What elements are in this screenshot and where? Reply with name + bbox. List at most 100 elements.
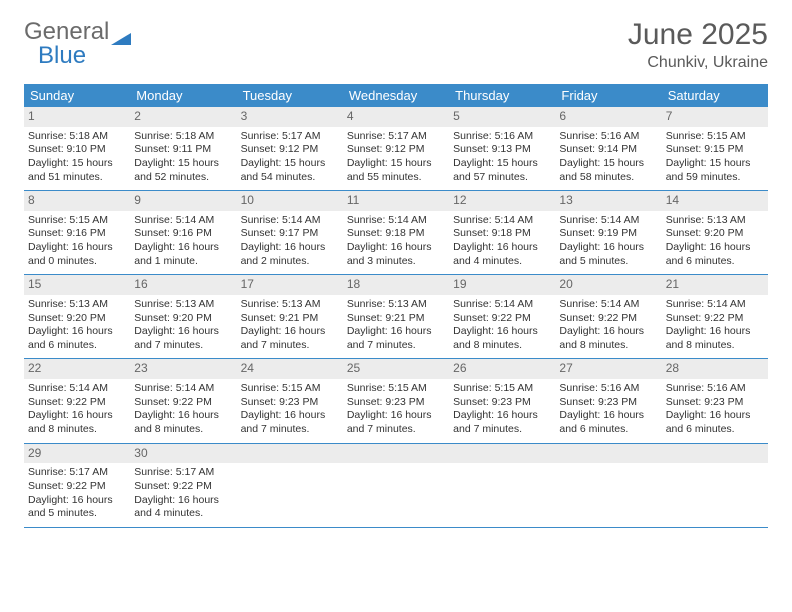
sunset-text: Sunset: 9:23 PM [453,396,551,410]
sunrise-text: Sunrise: 5:17 AM [134,466,232,480]
sunset-text: Sunset: 9:14 PM [559,143,657,157]
daylight-text: Daylight: 16 hours [453,409,551,423]
sunset-text: Sunset: 9:20 PM [28,312,126,326]
day-cell: 24Sunrise: 5:15 AMSunset: 9:23 PMDayligh… [237,359,343,442]
sunset-text: Sunset: 9:13 PM [453,143,551,157]
day-cell: 21Sunrise: 5:14 AMSunset: 9:22 PMDayligh… [662,275,768,358]
sunset-text: Sunset: 9:16 PM [28,227,126,241]
daylight-text: Daylight: 15 hours [666,157,764,171]
day-cell: 9Sunrise: 5:14 AMSunset: 9:16 PMDaylight… [130,191,236,274]
sunrise-text: Sunrise: 5:13 AM [28,298,126,312]
sunrise-text: Sunrise: 5:17 AM [28,466,126,480]
sunrise-text: Sunrise: 5:17 AM [347,130,445,144]
daylight-text: Daylight: 16 hours [666,241,764,255]
daylight-text: and 3 minutes. [347,255,445,269]
sunset-text: Sunset: 9:20 PM [666,227,764,241]
daylight-text: Daylight: 15 hours [347,157,445,171]
day-cell: 11Sunrise: 5:14 AMSunset: 9:18 PMDayligh… [343,191,449,274]
sunrise-text: Sunrise: 5:14 AM [666,298,764,312]
day-number: 8 [24,191,130,211]
sunrise-text: Sunrise: 5:18 AM [28,130,126,144]
daylight-text: and 7 minutes. [453,423,551,437]
month-title: June 2025 [628,18,768,52]
weekday-sun: Sunday [24,84,130,107]
daylight-text: Daylight: 16 hours [347,409,445,423]
sunset-text: Sunset: 9:15 PM [666,143,764,157]
weekday-thu: Thursday [449,84,555,107]
sunrise-text: Sunrise: 5:17 AM [241,130,339,144]
sunrise-text: Sunrise: 5:15 AM [666,130,764,144]
day-number: 1 [24,107,130,127]
sunset-text: Sunset: 9:22 PM [666,312,764,326]
day-number: 30 [130,444,236,464]
day-number: 5 [449,107,555,127]
sunset-text: Sunset: 9:10 PM [28,143,126,157]
sunset-text: Sunset: 9:18 PM [347,227,445,241]
day-cell: 10Sunrise: 5:14 AMSunset: 9:17 PMDayligh… [237,191,343,274]
day-cell: 14Sunrise: 5:13 AMSunset: 9:20 PMDayligh… [662,191,768,274]
day-number: 17 [237,275,343,295]
day-number: 20 [555,275,661,295]
day-number: 23 [130,359,236,379]
day-number: 18 [343,275,449,295]
sunrise-text: Sunrise: 5:13 AM [347,298,445,312]
sunset-text: Sunset: 9:16 PM [134,227,232,241]
weekday-sat: Saturday [662,84,768,107]
daylight-text: Daylight: 16 hours [241,241,339,255]
sunset-text: Sunset: 9:12 PM [347,143,445,157]
sunrise-text: Sunrise: 5:16 AM [559,382,657,396]
daylight-text: Daylight: 16 hours [347,241,445,255]
sunrise-text: Sunrise: 5:13 AM [134,298,232,312]
daylight-text: and 6 minutes. [559,423,657,437]
day-cell [555,444,661,527]
day-number: 15 [24,275,130,295]
daylight-text: Daylight: 16 hours [134,325,232,339]
sunrise-text: Sunrise: 5:14 AM [559,214,657,228]
sunrise-text: Sunrise: 5:14 AM [453,298,551,312]
day-number [343,444,449,464]
sunset-text: Sunset: 9:23 PM [559,396,657,410]
daylight-text: Daylight: 16 hours [28,241,126,255]
day-number: 24 [237,359,343,379]
daylight-text: Daylight: 16 hours [666,409,764,423]
daylight-text: and 7 minutes. [347,339,445,353]
sunset-text: Sunset: 9:22 PM [134,396,232,410]
daylight-text: Daylight: 15 hours [134,157,232,171]
sunrise-text: Sunrise: 5:14 AM [241,214,339,228]
daylight-text: and 8 minutes. [28,423,126,437]
daylight-text: Daylight: 16 hours [134,241,232,255]
day-cell: 12Sunrise: 5:14 AMSunset: 9:18 PMDayligh… [449,191,555,274]
daylight-text: Daylight: 16 hours [453,325,551,339]
sunset-text: Sunset: 9:11 PM [134,143,232,157]
sunrise-text: Sunrise: 5:18 AM [134,130,232,144]
sunrise-text: Sunrise: 5:14 AM [134,214,232,228]
daylight-text: and 8 minutes. [559,339,657,353]
daylight-text: Daylight: 15 hours [559,157,657,171]
week-row: 8Sunrise: 5:15 AMSunset: 9:16 PMDaylight… [24,191,768,275]
daylight-text: Daylight: 16 hours [559,325,657,339]
day-cell: 17Sunrise: 5:13 AMSunset: 9:21 PMDayligh… [237,275,343,358]
daylight-text: and 52 minutes. [134,171,232,185]
daylight-text: and 8 minutes. [453,339,551,353]
day-number: 3 [237,107,343,127]
sunrise-text: Sunrise: 5:16 AM [666,382,764,396]
daylight-text: Daylight: 16 hours [28,325,126,339]
title-block: June 2025 Chunkiv, Ukraine [628,18,768,72]
sunset-text: Sunset: 9:22 PM [28,396,126,410]
daylight-text: Daylight: 16 hours [666,325,764,339]
daylight-text: Daylight: 16 hours [559,409,657,423]
daylight-text: Daylight: 16 hours [28,409,126,423]
day-cell: 13Sunrise: 5:14 AMSunset: 9:19 PMDayligh… [555,191,661,274]
sunrise-text: Sunrise: 5:15 AM [453,382,551,396]
sunrise-text: Sunrise: 5:13 AM [666,214,764,228]
day-cell: 2Sunrise: 5:18 AMSunset: 9:11 PMDaylight… [130,107,236,190]
day-number: 12 [449,191,555,211]
day-cell: 8Sunrise: 5:15 AMSunset: 9:16 PMDaylight… [24,191,130,274]
daylight-text: and 59 minutes. [666,171,764,185]
sunset-text: Sunset: 9:23 PM [666,396,764,410]
weekday-header-row: Sunday Monday Tuesday Wednesday Thursday… [24,84,768,107]
day-cell: 23Sunrise: 5:14 AMSunset: 9:22 PMDayligh… [130,359,236,442]
day-number [555,444,661,464]
daylight-text: Daylight: 16 hours [559,241,657,255]
sunset-text: Sunset: 9:22 PM [28,480,126,494]
